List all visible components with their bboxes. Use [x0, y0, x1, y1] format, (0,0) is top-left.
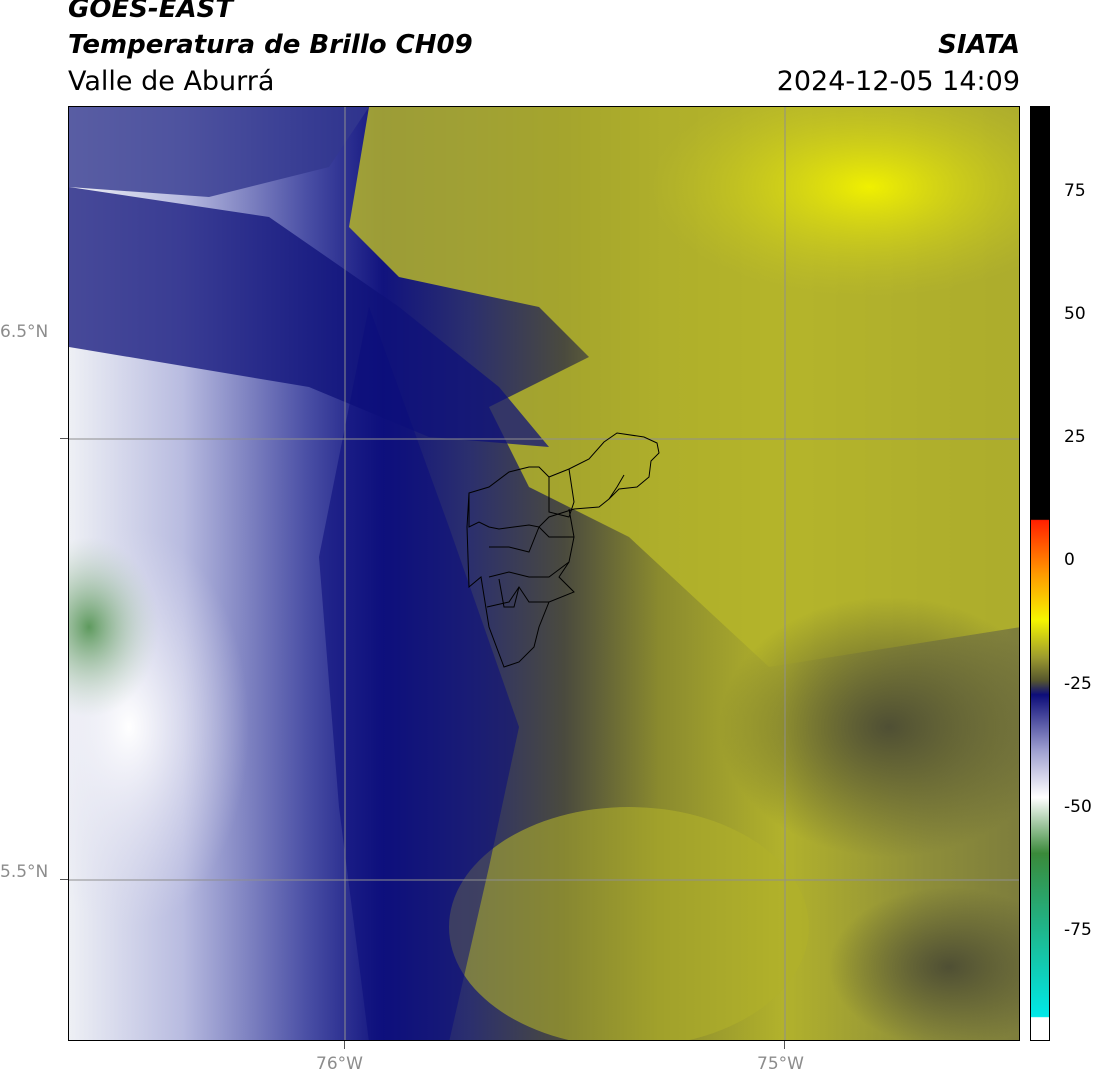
lat-tick [60, 438, 68, 439]
lon-label: 76°W [316, 1054, 363, 1074]
lat-label: 6.5°N [0, 322, 49, 342]
colorbar-tick-label: 50 [1064, 304, 1086, 324]
lon-label: 75°W [757, 1054, 804, 1074]
colorbar-tick-label: 0 [1064, 550, 1075, 570]
region-label: Valle de Aburrá [68, 66, 275, 97]
colorbar-tick-label: -25 [1064, 674, 1092, 694]
lat-tick [60, 879, 68, 880]
map-raster [69, 107, 1019, 1040]
colorbar-tick-label: -50 [1064, 797, 1092, 817]
colorbar-tick-label: 75 [1064, 181, 1086, 201]
organization-label: SIATA [938, 30, 1020, 60]
datetime-label: 2024-12-05 14:09 [776, 66, 1020, 97]
lat-label: 5.5°N [0, 862, 49, 882]
colorbar-tick-label: 25 [1064, 427, 1086, 447]
colorbar [1030, 106, 1050, 1041]
municipal-boundaries [466, 432, 660, 668]
lon-tick [784, 1041, 785, 1049]
product-title: Temperatura de Brillo CH09 [68, 30, 473, 60]
colorbar-tick-label: -75 [1064, 920, 1092, 940]
satellite-title: GOES-EAST [68, 0, 234, 24]
brightness-temperature-map [68, 106, 1020, 1041]
lon-tick [344, 1041, 345, 1049]
